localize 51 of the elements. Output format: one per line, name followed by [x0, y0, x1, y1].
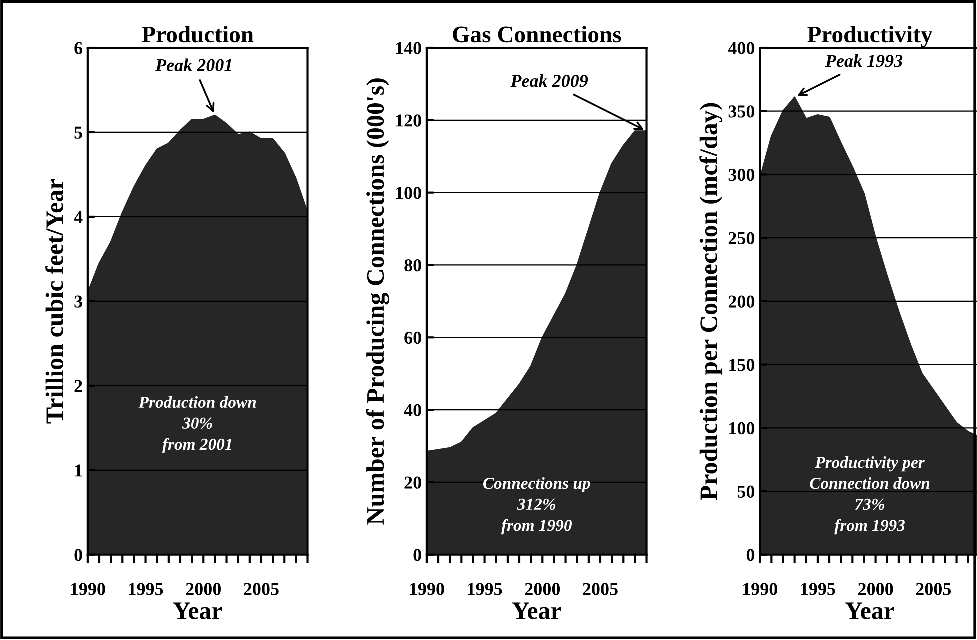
x-tick-label: 1990	[410, 583, 444, 596]
y-tick-label: 1	[75, 464, 82, 477]
x-tick-label: 2000	[858, 583, 894, 596]
y-tick-label: 3	[74, 296, 82, 308]
x-tick-label: 2000	[525, 583, 560, 596]
annotation: Peak 2009	[510, 74, 588, 88]
x-axis-title: Year	[845, 602, 894, 620]
y-axis-title: Trillion cubic feet/Year	[46, 179, 64, 424]
y-tick-label: 40	[404, 404, 422, 416]
annotation: Production down 30% from 2001	[138, 396, 256, 454]
chart-title: Production	[142, 26, 254, 43]
x-tick-label: 2005	[583, 583, 618, 596]
y-tick-label: 100	[730, 422, 755, 435]
x-tick-label: 2000	[186, 583, 221, 596]
y-tick-label: 0	[74, 549, 82, 562]
x-tick-label: 1990	[71, 583, 106, 596]
x-tick-label: 2005	[916, 583, 952, 596]
x-tick-label: 1995	[129, 583, 164, 596]
annotation: Productivity per Connection down 73% from 1993	[810, 456, 930, 535]
y-tick-label: 2	[74, 380, 82, 392]
chart-title: Gas Connections	[453, 26, 622, 43]
y-tick-label: 200	[728, 296, 755, 308]
y-tick-label: 150	[730, 359, 755, 372]
y-tick-label: 300	[728, 168, 755, 182]
annotation: Peak 1993	[825, 54, 903, 68]
y-tick-label: 250	[728, 232, 755, 245]
y-tick-label: 50	[738, 486, 755, 498]
y-tick-label: 5	[74, 126, 82, 139]
y-tick-label: 0	[746, 549, 755, 562]
x-tick-label: 2005	[244, 583, 279, 596]
y-tick-label: 400	[728, 42, 755, 54]
chart-title: Productivity	[808, 26, 933, 48]
y-tick-label: 4	[74, 211, 83, 224]
x-axis-title: Year	[173, 602, 222, 620]
annotation: Peak 2001	[155, 58, 232, 72]
y-tick-label: 0	[414, 549, 422, 562]
y-tick-label: 20	[404, 476, 422, 489]
y-tick-label: 60	[404, 332, 422, 344]
y-tick-label: 120	[396, 114, 422, 127]
x-tick-label: 1995	[468, 583, 502, 596]
annotation: Connections up 312% from 1990	[483, 477, 590, 535]
y-tick-label: 100	[396, 187, 422, 200]
y-tick-label: 80	[404, 259, 422, 272]
x-tick-label: 1995	[801, 583, 836, 596]
y-tick-label: 140	[396, 42, 422, 54]
x-axis-title: Year	[512, 602, 562, 620]
y-tick-label: 350	[728, 106, 755, 118]
x-tick-label: 1990	[744, 583, 778, 596]
y-tick-label: 6	[74, 42, 83, 54]
y-axis-title: Production per Connection (mcf/day)	[700, 103, 723, 500]
y-axis-title: Number of Producing Connections (000's)	[366, 78, 390, 525]
